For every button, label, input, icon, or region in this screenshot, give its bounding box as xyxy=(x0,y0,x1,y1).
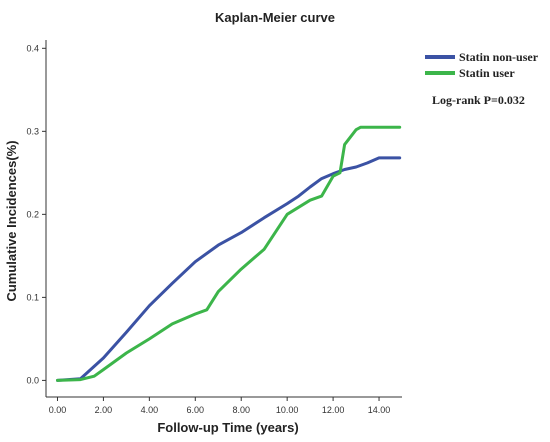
x-tick-label: 2.00 xyxy=(95,405,113,415)
x-axis-label: Follow-up Time (years) xyxy=(157,420,298,435)
x-tick-label: 10.00 xyxy=(276,405,299,415)
legend-label: Statin user xyxy=(459,66,515,80)
y-tick-label: 0.1 xyxy=(26,292,39,302)
x-tick-label: 4.00 xyxy=(141,405,159,415)
legend-label: Statin non-user xyxy=(459,50,539,64)
x-tick-label: 12.00 xyxy=(322,405,345,415)
series-line-statin-user xyxy=(56,125,402,382)
chart-title: Kaplan-Meier curve xyxy=(215,10,335,25)
y-axis-label: Cumulative Incidences(%) xyxy=(4,140,19,301)
x-tick-label: 14.00 xyxy=(368,405,391,415)
legend: Statin non-user Statin user xyxy=(425,50,539,80)
y-tick-label: 0.3 xyxy=(26,126,39,136)
x-tick-label: 6.00 xyxy=(187,405,205,415)
logrank-annotation: Log-rank P=0.032 xyxy=(432,93,525,107)
y-tick-label: 0.4 xyxy=(26,43,39,53)
plot-area: 0.00 2.00 4.00 6.00 8.00 10.00 12.00 14.00 0.0 0.… xyxy=(26,40,402,415)
series-line-statin-non-user xyxy=(56,156,402,382)
x-tick-label: 8.00 xyxy=(232,405,250,415)
y-tick-label: 0.0 xyxy=(26,375,39,385)
x-tick-label: 0.00 xyxy=(49,405,67,415)
y-tick-label: 0.2 xyxy=(26,209,39,219)
